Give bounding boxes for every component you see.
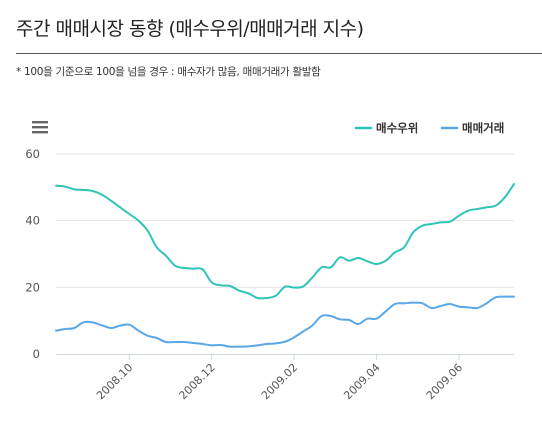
title-divider (16, 53, 542, 54)
legend-item-2[interactable]: 매매거래 (440, 121, 504, 135)
legend-label-1: 매수우위 (376, 121, 418, 135)
y-tick-label-20: 20 (25, 280, 40, 294)
x-tick-label-2008.12: 2008.12 (176, 361, 217, 402)
chart-menu-button[interactable] (30, 118, 50, 134)
x-tick-label-2009.02: 2009.02 (259, 361, 300, 402)
y-tick-label-40: 40 (25, 214, 40, 228)
page-title: 주간 매매시장 동향 (매수우위/매매거래 지수) (16, 18, 364, 40)
legend-label-2: 매매거래 (462, 121, 504, 135)
x-tick-label-2009.04: 2009.04 (341, 361, 382, 402)
x-tick-label-2008.10: 2008.10 (94, 361, 135, 402)
series-line-2 (55, 295, 515, 348)
y-tick-label-60: 60 (25, 147, 40, 161)
x-tick-label-2009.06: 2009.06 (424, 361, 465, 402)
series-line-1 (55, 183, 515, 300)
chart-note: * 100을 기준으로 100을 넘을 경우 : 매수자가 많음, 매매거래가 … (16, 66, 321, 78)
y-tick-label-0: 0 (33, 347, 40, 361)
legend-item-1[interactable]: 매수우위 (354, 121, 418, 135)
